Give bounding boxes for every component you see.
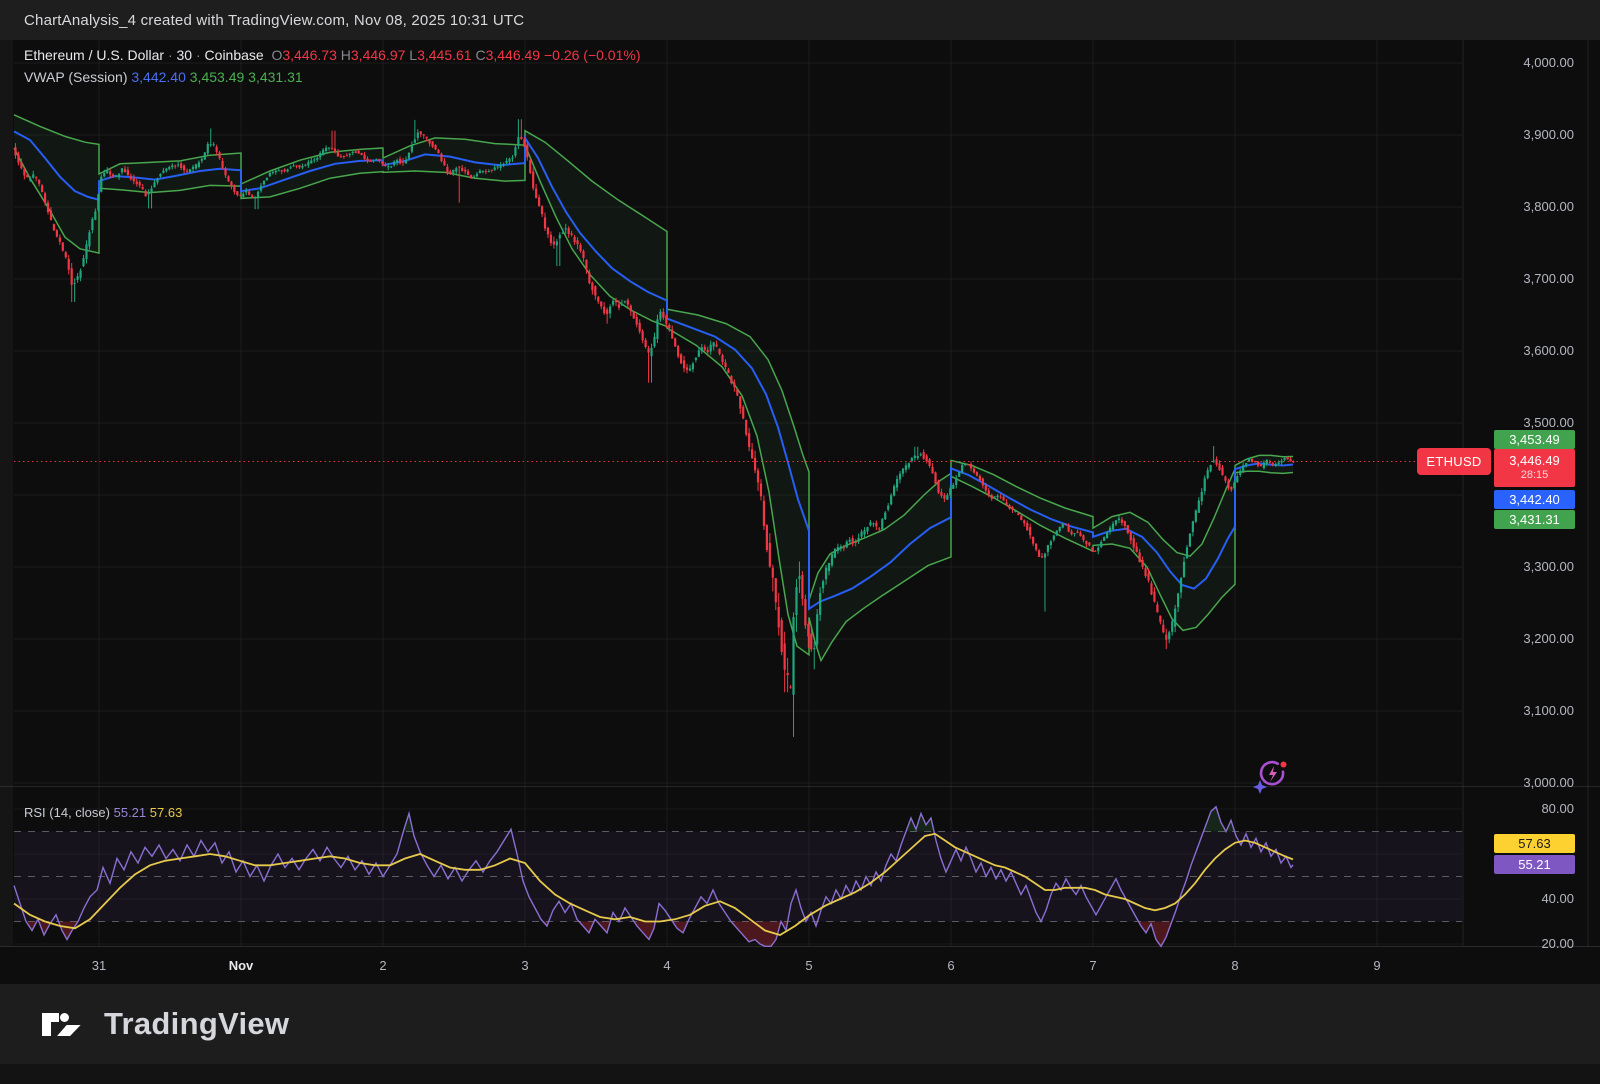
open-value: 3,446.73 xyxy=(282,47,337,63)
low-value: 3,445.61 xyxy=(417,47,472,63)
bottom-strip xyxy=(0,1064,1600,1084)
time-axis-label: Nov xyxy=(228,958,254,973)
vwap-lower-value: 3,431.31 xyxy=(248,69,303,85)
symbol-ticker-tag: ETHUSD xyxy=(1417,448,1491,475)
price-axis-label: 3,000.00 xyxy=(1523,775,1574,790)
upper-band-price-badge: 3,453.49 xyxy=(1494,430,1575,449)
vwap-label: VWAP (Session) xyxy=(24,69,128,85)
ticker-text: ETHUSD xyxy=(1426,454,1482,469)
price-axis-label: 3,300.00 xyxy=(1523,559,1574,574)
rsi-axis-label: 20.00 xyxy=(1541,936,1574,951)
last-price-badge: 3,446.49 28:15 xyxy=(1494,449,1575,487)
top-bar: ChartAnalysis_4 created with TradingView… xyxy=(0,0,1600,40)
change-value: −0.26 (−0.01%) xyxy=(543,47,641,63)
price-axis-label: 3,200.00 xyxy=(1523,631,1574,646)
page-title: ChartAnalysis_4 created with TradingView… xyxy=(24,11,525,29)
symbol-exchange: Coinbase xyxy=(204,47,264,63)
rsi-badge: 55.21 xyxy=(1494,855,1575,874)
high-value: 3,446.97 xyxy=(350,47,406,63)
bar-countdown: 28:15 xyxy=(1520,469,1549,481)
time-axis-label: 2 xyxy=(379,958,387,973)
brand-name[interactable]: TradingView xyxy=(104,1006,290,1041)
rsi-value: 55.21 xyxy=(113,805,147,820)
last-price: 3,446.49 xyxy=(1509,453,1560,468)
price-axis-label: 3,700.00 xyxy=(1523,271,1574,286)
price-axis-label: 3,500.00 xyxy=(1523,415,1574,430)
time-axis-label: 5 xyxy=(805,958,813,973)
spacer xyxy=(264,47,272,63)
symbol-name: Ethereum / U.S. Dollar xyxy=(24,47,165,63)
rsi-ma-badge: 57.63 xyxy=(1494,834,1575,853)
price-axis-label: 3,600.00 xyxy=(1523,343,1574,358)
legend-separator: · xyxy=(164,47,177,63)
left-gutter xyxy=(0,40,13,946)
legend-separator: · xyxy=(192,47,205,63)
time-axis-label: 6 xyxy=(947,958,955,973)
upper-band-price: 3,453.49 xyxy=(1509,432,1560,447)
low-label: L xyxy=(409,47,418,63)
vwap-value: 3,442.40 xyxy=(131,69,186,85)
footer-bar: TradingView xyxy=(0,984,1600,1064)
tradingview-logo-icon[interactable] xyxy=(38,1001,84,1047)
time-axis-label: 4 xyxy=(663,958,671,973)
time-axis-label: 31 xyxy=(91,958,107,973)
vwap-upper-value: 3,453.49 xyxy=(189,69,245,85)
close-value: 3,446.49 xyxy=(485,47,541,63)
time-axis-label: 9 xyxy=(1373,958,1381,973)
symbol-legend[interactable]: Ethereum / U.S. Dollar · 30 · Coinbase O… xyxy=(24,47,641,63)
high-label: H xyxy=(340,47,351,63)
vwap-price-badge: 3,442.40 xyxy=(1494,490,1575,509)
price-axis-label: 4,000.00 xyxy=(1523,55,1574,70)
vwap-price: 3,442.40 xyxy=(1509,492,1560,507)
rsi-label: RSI (14, close) xyxy=(24,805,110,820)
rsi-ma-badge-value: 57.63 xyxy=(1518,836,1551,851)
price-axis-label: 3,800.00 xyxy=(1523,199,1574,214)
open-label: O xyxy=(271,47,283,63)
vwap-legend[interactable]: VWAP (Session) 3,442.40 3,453.49 3,431.3… xyxy=(24,69,303,85)
time-axis-label: 3 xyxy=(521,958,529,973)
rsi-legend[interactable]: RSI (14, close) 55.21 57.63 xyxy=(24,805,182,820)
symbol-interval: 30 xyxy=(176,47,193,63)
close-label: C xyxy=(475,47,486,63)
rsi-ma-value: 57.63 xyxy=(149,805,183,820)
time-axis-label: 7 xyxy=(1089,958,1097,973)
time-axis-label: 8 xyxy=(1231,958,1239,973)
sparkle-bolt-watermark-icon xyxy=(1253,760,1287,794)
price-axis-label: 3,100.00 xyxy=(1523,703,1574,718)
lower-band-price: 3,431.31 xyxy=(1509,512,1560,527)
rsi-badge-value: 55.21 xyxy=(1518,857,1551,872)
lower-band-price-badge: 3,431.31 xyxy=(1494,510,1575,529)
rsi-axis-label: 80.00 xyxy=(1541,801,1574,816)
rsi-axis-label: 40.00 xyxy=(1541,891,1574,906)
price-axis-label: 3,900.00 xyxy=(1523,127,1574,142)
